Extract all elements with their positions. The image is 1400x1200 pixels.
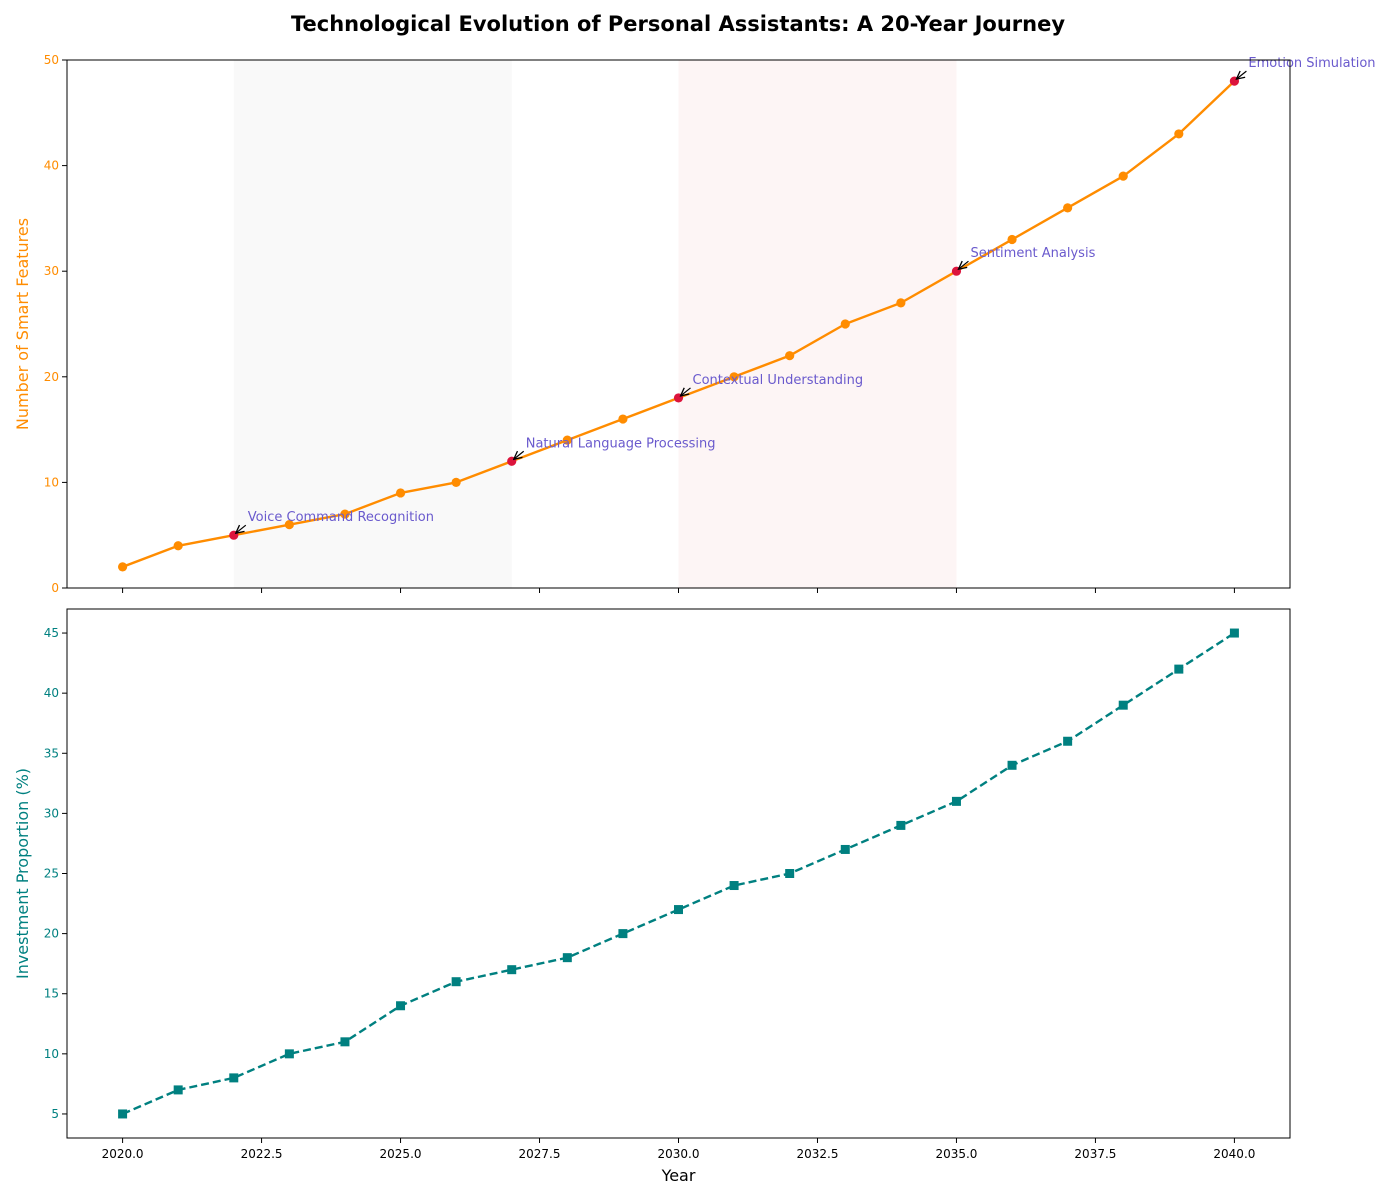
data-point (117, 562, 128, 572)
data-point (785, 351, 795, 361)
annotation-label: Sentiment Analysis (970, 246, 1095, 261)
bottom-plot-frame (66, 608, 1291, 1139)
x-tick-label: 2022.5 (241, 1147, 283, 1161)
bottom-y-axis-label: Investment Proportion (%) (13, 768, 32, 979)
top-shaded-spans (233, 60, 957, 588)
data-point (340, 509, 350, 519)
top-annotation-layer: Voice Command Recognition Natural Languag… (236, 56, 1376, 533)
data-point (562, 953, 572, 963)
chart-title: Technological Evolution of Personal Assi… (291, 12, 1065, 36)
data-point (1007, 234, 1017, 245)
data-point (1118, 171, 1128, 181)
data-point (173, 541, 183, 551)
data-point (173, 1085, 183, 1095)
y-tick-label: 30 (44, 806, 59, 820)
y-tick-label: 20 (44, 927, 59, 941)
y-tick-label: 5 (51, 1107, 59, 1121)
bottom-series-layer (118, 628, 1239, 1119)
y-tick-label: 35 (44, 746, 59, 760)
annotation-label: Contextual Understanding (693, 373, 864, 388)
data-point (451, 477, 461, 487)
data-point (618, 414, 628, 424)
y-tick-label: 30 (44, 264, 59, 278)
data-point (1063, 736, 1073, 746)
data-point (1174, 664, 1184, 674)
shaded-span-1 (233, 60, 512, 588)
data-point (451, 977, 461, 987)
x-tick-label: 2030.0 (658, 1147, 700, 1161)
annotation-arrow (514, 450, 525, 459)
y-tick-label: 45 (44, 626, 59, 640)
data-point (896, 820, 906, 830)
data-point (1118, 700, 1128, 710)
top-y-axis-label: Number of Smart Features (13, 218, 32, 430)
y-tick-label: 50 (44, 53, 59, 67)
top-axes: 0 10 20 30 40 50 (44, 53, 1291, 595)
y-tick-label: 10 (44, 475, 59, 489)
data-point (1007, 760, 1017, 770)
x-tick-label: 2027.5 (519, 1147, 561, 1161)
data-point (896, 298, 906, 308)
data-point (284, 1049, 294, 1059)
data-point (562, 435, 572, 445)
data-point (396, 1001, 406, 1011)
x-tick-label: 2025.0 (380, 1147, 422, 1161)
x-tick-label: 2040.0 (1213, 1147, 1255, 1161)
annotation-arrow (236, 524, 247, 533)
bottom-axes: 5 10 15 20 25 30 35 40 45 2020.0 2022.5 2025.0 2027.… (44, 608, 1291, 1161)
data-point (507, 965, 517, 975)
annotation-arrow (681, 387, 691, 396)
data-point (1229, 628, 1239, 638)
panel-investment: 5 10 15 20 25 30 35 40 45 2020.0 2022.5 2025.0 2027.… (13, 608, 1291, 1185)
annotation-arrow (1236, 70, 1247, 79)
data-point (1174, 129, 1184, 139)
data-point (284, 520, 294, 530)
y-tick-label: 20 (44, 370, 59, 384)
y-tick-label: 40 (44, 159, 59, 173)
data-point (951, 796, 961, 806)
data-point (785, 869, 795, 878)
data-point (395, 488, 406, 498)
data-point (729, 372, 739, 382)
annotation-label: Emotion Simulation (1248, 56, 1375, 71)
y-tick-label: 10 (44, 1047, 59, 1061)
x-tick-label: 2037.5 (1074, 1147, 1116, 1161)
y-tick-label: 0 (51, 581, 59, 595)
x-tick-label: 2020.0 (102, 1147, 144, 1161)
data-point (674, 905, 683, 915)
annotation-arrow (958, 260, 969, 269)
bottom-x-axis-label: Year (661, 1166, 696, 1185)
annotation-label: Voice Command Recognition (248, 510, 434, 525)
data-point (618, 929, 628, 939)
data-point (840, 319, 850, 329)
data-point (729, 881, 739, 891)
data-point (840, 844, 850, 854)
data-point (340, 1037, 350, 1047)
x-tick-label: 2035.0 (935, 1147, 977, 1161)
series-line-investment (122, 632, 1236, 1116)
data-point (118, 1109, 128, 1119)
panel-smart-features: Voice Command Recognition Natural Languag… (13, 53, 1376, 595)
shaded-span-2 (678, 60, 957, 588)
annotation-label: Natural Language Processing (526, 436, 716, 451)
y-tick-label: 25 (44, 867, 59, 881)
y-tick-label: 15 (44, 987, 59, 1001)
data-point (1063, 203, 1073, 213)
y-tick-label: 40 (44, 686, 59, 700)
data-point (229, 1073, 239, 1083)
x-tick-label: 2032.5 (796, 1147, 838, 1161)
